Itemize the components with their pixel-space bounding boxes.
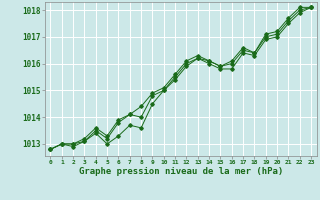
X-axis label: Graphe pression niveau de la mer (hPa): Graphe pression niveau de la mer (hPa) — [79, 167, 283, 176]
